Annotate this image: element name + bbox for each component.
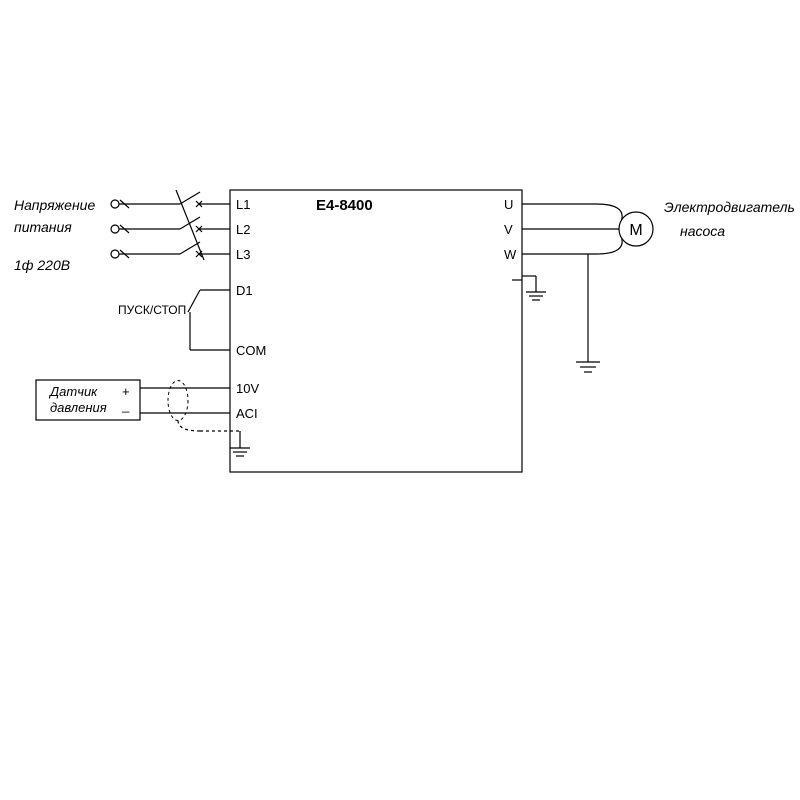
terminal-l2: L2: [236, 222, 250, 237]
terminal-l3: L3: [236, 247, 250, 262]
input-terminal-0: [111, 200, 119, 208]
supply-label-1: Напряжение: [14, 197, 95, 213]
terminal-com: COM: [236, 343, 266, 358]
shield-symbol: [168, 381, 188, 421]
motor-label-2: насоса: [680, 223, 725, 239]
sensor-label-2: давления: [50, 400, 107, 415]
terminal-u: U: [504, 197, 513, 212]
terminal-l1: L1: [236, 197, 250, 212]
breaker-tie: [176, 190, 204, 260]
sensor-minus: _: [121, 398, 130, 413]
start-stop-switch: [188, 290, 200, 312]
motor-letter: M: [629, 222, 642, 239]
terminal-v: V: [504, 222, 513, 237]
input-terminal-1: [111, 225, 119, 233]
terminal-10v: 10V: [236, 381, 259, 396]
device-title: E4-8400: [316, 197, 373, 214]
device-box: [230, 190, 522, 472]
sensor-label-1: Датчик: [48, 384, 98, 399]
terminal-d1: D1: [236, 283, 253, 298]
supply-label-2: питания: [14, 219, 72, 235]
motor-label-1: Электродвигатель: [664, 199, 795, 215]
sensor-plus: +: [122, 384, 130, 399]
input-terminal-2: [111, 250, 119, 258]
terminal-w: W: [504, 247, 517, 262]
terminal-aci: ACI: [236, 406, 258, 421]
supply-label-3: 1ф 220В: [14, 257, 70, 273]
start-stop-label: ПУСК/СТОП: [118, 303, 186, 317]
